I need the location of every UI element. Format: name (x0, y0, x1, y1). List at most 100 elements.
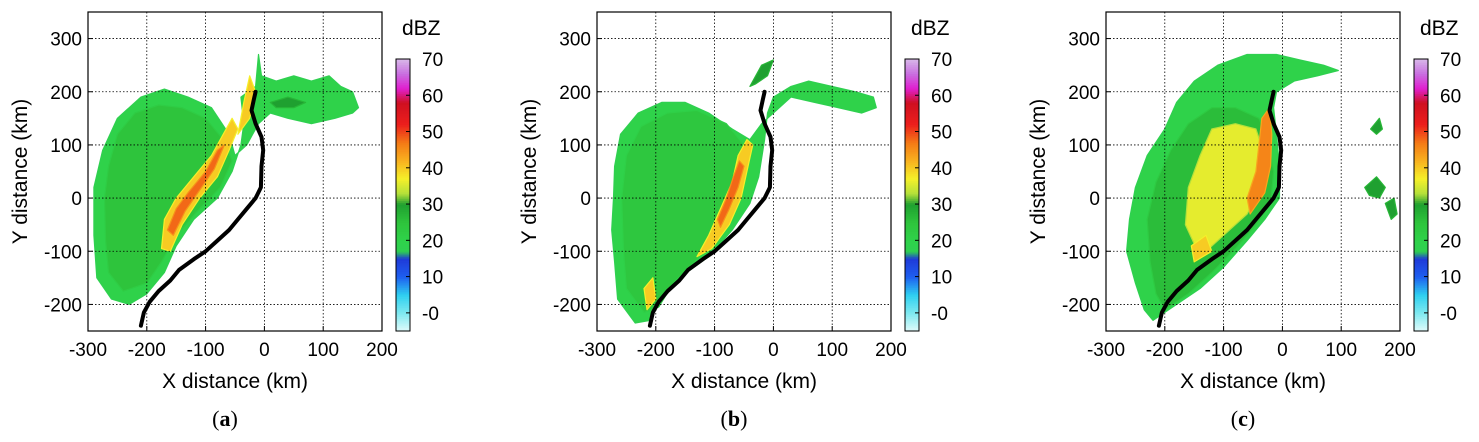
colorbar-swatch (396, 287, 410, 290)
x-tick-label: 200 (366, 340, 398, 361)
panel-caption: (b) (721, 406, 748, 431)
colorbar-swatch (1414, 292, 1428, 296)
colorbar-swatch (905, 164, 919, 167)
colorbar-swatch (396, 242, 410, 245)
colorbar-swatch (1414, 325, 1428, 328)
colorbar-swatch (1414, 311, 1428, 314)
colorbar-swatch (905, 307, 919, 310)
colorbar-swatch (1414, 178, 1428, 182)
colorbar-swatch (1414, 256, 1428, 260)
colorbar-swatch (396, 175, 410, 178)
colorbar-swatch (396, 303, 410, 307)
colorbar-swatch (1414, 253, 1428, 256)
colorbar-swatch (396, 111, 410, 114)
colorbar-swatch (1414, 129, 1428, 133)
colorbar-swatch (1414, 211, 1428, 214)
colorbar-swatch (905, 291, 919, 294)
colorbar-swatch (905, 178, 919, 182)
colorbar-tick-label: 50 (422, 123, 443, 144)
colorbar-swatch (1414, 323, 1428, 327)
axes-frame (596, 11, 892, 332)
colorbar-swatch (905, 77, 919, 80)
colorbar-swatch (396, 66, 410, 69)
x-tick-label: 0 (259, 340, 270, 361)
colorbar-frame (1413, 58, 1429, 332)
echo-region-5 (749, 59, 774, 88)
colorbar-swatch (396, 289, 410, 292)
colorbar-swatch (396, 122, 410, 125)
colorbar-swatch (905, 300, 919, 303)
echo-region-3 (166, 144, 225, 236)
colorbar-swatch (396, 153, 410, 156)
colorbar-swatch (905, 294, 919, 298)
colorbar-swatch (1414, 164, 1428, 167)
colorbar-tick-label: -0 (1440, 304, 1457, 325)
colorbar-swatch (1414, 316, 1428, 319)
colorbar-swatch (396, 262, 410, 265)
colorbar-swatch (396, 165, 410, 169)
x-tick-label: 100 (307, 340, 339, 361)
echo-region-3 (1246, 107, 1273, 215)
colorbar-swatch (396, 140, 410, 144)
colorbar-swatch (905, 93, 919, 96)
colorbar-swatch (905, 287, 919, 290)
colorbar-swatch (396, 204, 410, 207)
colorbar-swatch (905, 78, 919, 82)
colorbar-swatch (396, 283, 410, 287)
colorbar-swatch (905, 127, 919, 131)
colorbar-swatch (1414, 301, 1428, 305)
colorbar-swatch (905, 269, 919, 272)
colorbar-swatch (905, 146, 919, 149)
echo-region-4 (237, 75, 257, 135)
colorbar-swatch (905, 278, 919, 281)
colorbar-swatch (905, 120, 919, 124)
colorbar-swatch (905, 80, 919, 84)
colorbar-swatch (1414, 182, 1428, 185)
colorbar-swatch (905, 211, 919, 214)
colorbar-swatch (396, 224, 410, 227)
colorbar-swatch (1414, 258, 1428, 261)
x-tick-label: 0 (1277, 340, 1288, 361)
colorbar-swatch (1414, 71, 1428, 75)
colorbar-swatch (1414, 158, 1428, 162)
colorbar-swatch (1414, 98, 1428, 102)
colorbar-swatch (905, 204, 919, 207)
colorbar-swatch (396, 115, 410, 118)
colorbar-swatch (1414, 86, 1428, 89)
colorbar-swatch (905, 218, 919, 221)
colorbar-swatch (905, 305, 919, 309)
colorbar-swatch (905, 95, 919, 98)
colorbar-swatch (905, 265, 919, 269)
colorbar-swatch (1414, 291, 1428, 294)
axes-frame (1105, 11, 1401, 332)
y-tick-label: -100 (44, 242, 82, 263)
colorbar-swatch (1414, 318, 1428, 321)
colorbar-swatch (905, 60, 919, 64)
echo-region-5 (1364, 176, 1386, 199)
colorbar-swatch (1414, 156, 1428, 160)
colorbar-swatch (396, 95, 410, 98)
colorbar-swatch (905, 225, 919, 229)
colorbar-swatch (396, 129, 410, 133)
colorbar-swatch (396, 68, 410, 71)
echo-layer (93, 53, 360, 305)
colorbar-swatch (1414, 202, 1428, 205)
colorbar-swatch (396, 64, 410, 67)
colorbar-swatch (396, 240, 410, 243)
y-tick-label: 100 (50, 136, 82, 157)
echo-layer (611, 59, 877, 324)
colorbar-swatch (1414, 204, 1428, 207)
colorbar-swatch (905, 86, 919, 89)
colorbar-swatch (1414, 187, 1428, 191)
colorbar-swatch (396, 269, 410, 272)
colorbar-swatch (1414, 285, 1428, 289)
y-tick-label: 300 (559, 30, 591, 51)
colorbar-swatch (396, 247, 410, 250)
colorbar-swatch (1414, 102, 1428, 105)
colorbar-swatch (905, 207, 919, 211)
colorbar-swatch (396, 305, 410, 309)
coastline (1156, 89, 1284, 328)
colorbar-tick-label: 60 (1440, 86, 1461, 107)
colorbar-swatch (905, 62, 919, 66)
colorbar-swatch (905, 124, 919, 127)
